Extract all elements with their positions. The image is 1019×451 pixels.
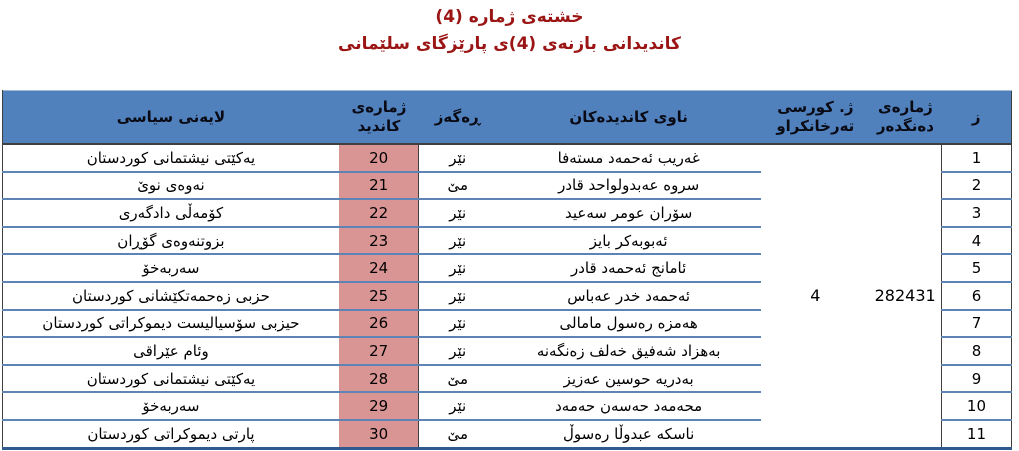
cell-political-party: بزوتنەوەی گۆڕان	[2, 226, 339, 256]
cell-gender: نێر	[418, 226, 497, 256]
cell-candidate-name: ئەبوبەکر بایز	[496, 226, 762, 256]
cell-candidate-number: 23	[338, 226, 420, 256]
cell-gender: نێر	[418, 281, 497, 311]
cell-row-number: 8	[940, 337, 1012, 366]
table-body: 1 282431 4 غەریب ئەحمەد مستەفا نێر 20 یەکێتی ن…	[2, 144, 1012, 450]
cell-candidate-name: محەمەد حەسەن حەمەد	[496, 392, 762, 421]
cell-gender: نێر	[418, 199, 497, 228]
cell-candidate-number: 27	[338, 337, 420, 366]
table-row: 7 هەمزە رەسول مامالی نێر 26 حیزبی سۆسیالیست …	[2, 309, 1012, 339]
cell-candidate-name: غەریب ئەحمەد مستەفا	[496, 144, 762, 173]
header-voter-number: ژمارەی دەنگدەر	[869, 90, 942, 145]
cell-gender: مێ	[418, 419, 497, 450]
cell-candidate-number: 28	[338, 364, 420, 394]
table-row: 6 ئەحمەد خدر عەباس نێر 25 حزبی زەحمەتکێشانی …	[2, 281, 1012, 311]
cell-political-party: سەربەخۆ	[2, 254, 339, 283]
cell-political-party: سەربەخۆ	[2, 392, 339, 421]
cell-voter-number-merged: 282431	[874, 286, 936, 306]
cell-row-number: 3	[940, 199, 1012, 228]
cell-gender: مێ	[418, 171, 497, 201]
cell-candidate-name: سۆران عومر سەعید	[496, 199, 762, 228]
cell-candidate-number: 24	[338, 254, 420, 283]
header-political-party: لایەنی سیاسی	[2, 90, 339, 145]
cell-candidate-number: 22	[338, 199, 420, 228]
cell-political-party: کۆمەڵی دادگەری	[2, 199, 339, 228]
cell-gender: نێر	[418, 254, 497, 283]
candidates-table: ز ژمارەی دەنگدەر ژ. کورسی تەرخانکراو ناو…	[2, 90, 1012, 450]
cell-row-number: 9	[940, 364, 1012, 394]
header-gender: ڕەگەز	[418, 90, 497, 145]
cell-candidate-number: 20	[338, 144, 420, 173]
cell-row-number: 4	[940, 226, 1012, 256]
cell-candidate-name: سروه عەبدولواحد قادر	[496, 171, 762, 201]
header-reserved-seat: ژ. کورسی تەرخانکراو	[761, 90, 870, 145]
cell-gender: نێر	[418, 309, 497, 339]
table-row: 10 محەمەد حەسەن حەمەد نێر 29 سەربەخۆ	[2, 392, 1012, 421]
table-row: 4 ئەبوبەکر بایز نێر 23 بزوتنەوەی گۆڕان	[2, 226, 1012, 256]
cell-candidate-number: 25	[338, 281, 420, 311]
cell-political-party: یەکێتی نیشتمانی کوردستان	[2, 364, 339, 394]
title-line-2: کاندیدانی بازنەی (4)ی پارێزگای سلێمانی	[338, 34, 681, 55]
cell-row-number: 6	[940, 281, 1012, 311]
table-row: 3 سۆران عومر سەعید نێر 22 کۆمەڵی دادگەری	[2, 199, 1012, 228]
title-line-1: خشتەی ژماره (4)	[435, 7, 584, 27]
cell-candidate-number: 29	[338, 392, 420, 421]
cell-candidate-number: 30	[338, 419, 420, 450]
cell-candidate-name: بەدریە حوسین عەزیز	[496, 364, 762, 394]
cell-reserved-seat-merged: 4	[810, 286, 821, 306]
cell-row-number: 1	[940, 144, 1012, 173]
cell-candidate-name: هەمزە رەسول مامالی	[496, 309, 762, 339]
cell-candidate-name: ئەحمەد خدر عەباس	[496, 281, 762, 311]
table-row: 5 ئامانج ئەحمەد قادر نێر 24 سەربەخۆ	[2, 254, 1012, 283]
cell-gender: نێر	[418, 337, 497, 366]
table-row: 8 بەهزاد شەفیق خەلف زەنگەنە نێر 27 وئام عێرا…	[2, 337, 1012, 366]
cell-gender: نێر	[418, 144, 497, 173]
cell-row-number: 10	[940, 392, 1012, 421]
cell-political-party: حزبی زەحمەتکێشانی کوردستان	[2, 281, 339, 311]
cell-candidate-number: 21	[338, 171, 420, 201]
table-row: 2 سروه عەبدولواحد قادر مێ 21 نەوەی نوێ	[2, 171, 1012, 201]
table-row: 9 بەدریە حوسین عەزیز مێ 28 یەکێتی نیشتمانی ک…	[2, 364, 1012, 394]
cell-candidate-name: ناسکە عبدوڵا رەسوڵ	[496, 419, 762, 450]
cell-row-number: 11	[940, 419, 1012, 450]
cell-political-party: یەکێتی نیشتمانی کوردستان	[2, 144, 339, 173]
cell-row-number: 7	[940, 309, 1012, 339]
cell-candidate-name: ئامانج ئەحمەد قادر	[496, 254, 762, 283]
table-header-row: ز ژمارەی دەنگدەر ژ. کورسی تەرخانکراو ناو…	[2, 90, 1012, 145]
cell-gender: نێر	[418, 392, 497, 421]
header-candidate-names: ناوی کاندیدەکان	[496, 90, 762, 145]
cell-candidate-name: بەهزاد شەفیق خەلف زەنگەنە	[496, 337, 762, 366]
cell-row-number: 2	[940, 171, 1012, 201]
cell-political-party: نەوەی نوێ	[2, 171, 339, 201]
cell-candidate-number: 26	[338, 309, 420, 339]
document-title: خشتەی ژماره (4) کاندیدانی بازنەی (4)ی پا…	[0, 4, 1019, 58]
cell-row-number: 5	[940, 254, 1012, 283]
table-row: 11 ناسکە عبدوڵا رەسوڵ مێ 30 پارتی دیموکراتی …	[2, 419, 1012, 450]
cell-gender: مێ	[418, 364, 497, 394]
cell-political-party: پارتی دیموکراتی کوردستان	[2, 419, 339, 450]
cell-political-party: حیزبی سۆسیالیست دیموکراتی کوردستان	[2, 309, 339, 339]
table-row: 1 282431 4 غەریب ئەحمەد مستەفا نێر 20 یەکێتی ن…	[2, 144, 1012, 305]
cell-political-party: وئام عێراقی	[2, 337, 339, 366]
header-row-number: ز	[941, 90, 1012, 145]
header-candidate-number: ژمارەی کاندید	[338, 90, 419, 145]
